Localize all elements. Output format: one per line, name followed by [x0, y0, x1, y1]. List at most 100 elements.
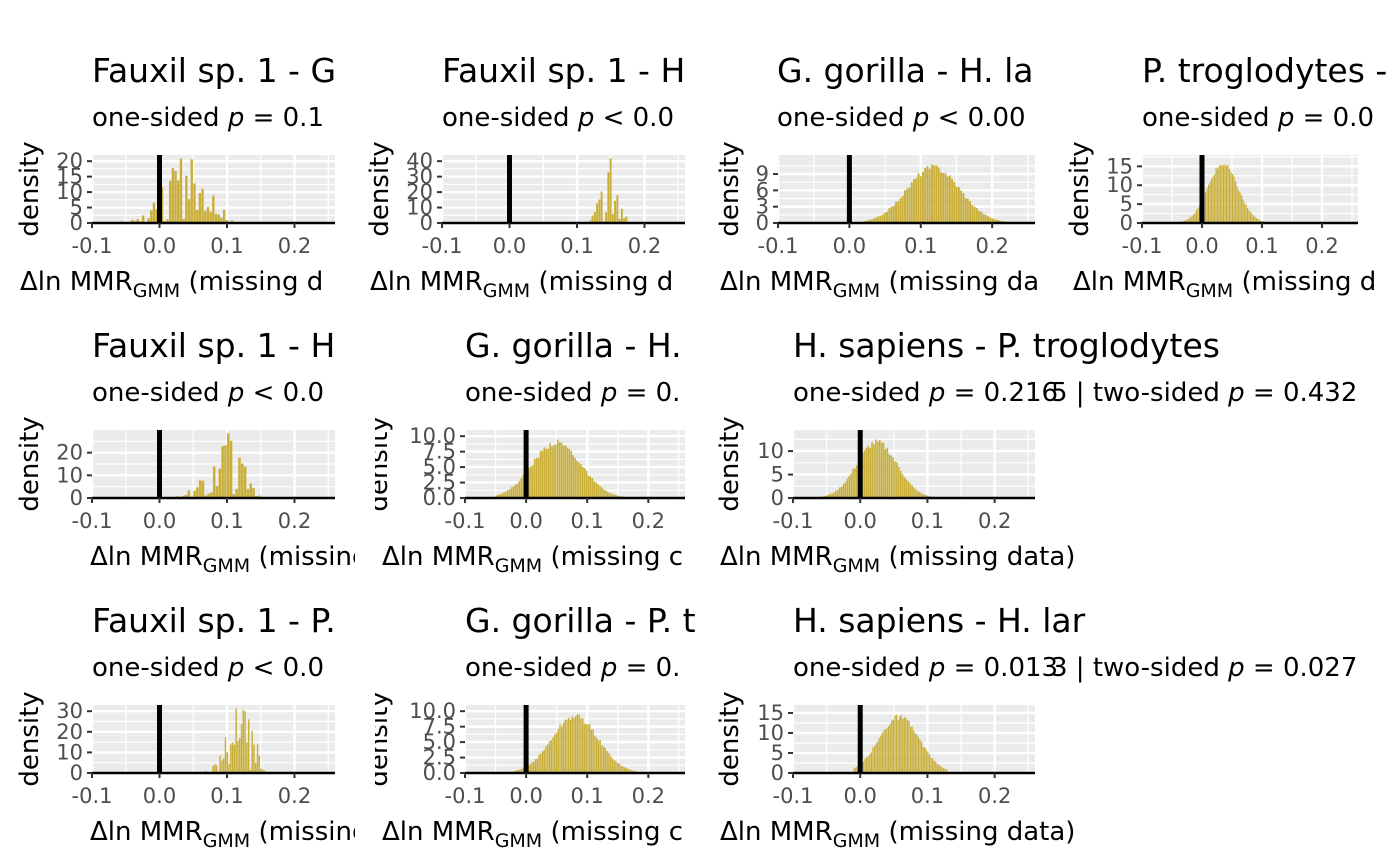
x-tick-label: 0.1	[210, 509, 243, 533]
histogram-bar	[936, 763, 938, 773]
histogram-bar	[888, 208, 891, 223]
histogram-bar	[1196, 209, 1198, 223]
histogram-bar	[868, 220, 871, 223]
histogram-bar	[260, 768, 262, 773]
histogram-bar	[541, 751, 544, 773]
xlabel-suffix: (missing d	[180, 267, 323, 297]
panel-title: P. troglodytes -	[1142, 51, 1387, 90]
xlabel-suffix: (missing d	[250, 542, 355, 572]
histogram-bar	[898, 716, 901, 773]
histogram-bar	[595, 737, 598, 773]
panel-subtitle: one-sided p < 0.0	[442, 103, 674, 133]
histogram-bar	[879, 215, 882, 223]
histogram-bar	[935, 165, 938, 223]
panel-subtitle: one-sided p < 0.00	[777, 103, 1026, 133]
histogram-bar	[853, 768, 855, 773]
histogram-bar	[160, 187, 164, 223]
histogram-bar	[909, 483, 912, 498]
histogram-bar	[1235, 181, 1237, 223]
histogram-bar	[915, 178, 918, 223]
y-tick-label: 0	[771, 761, 784, 785]
histogram-bar	[1242, 199, 1244, 223]
histogram-bar	[209, 211, 212, 223]
x-tick-label: 0.0	[844, 784, 877, 808]
histogram-bar	[903, 477, 906, 498]
histogram-bar	[547, 744, 549, 773]
panel-svg: P. troglodytes - one-sided p = 0.0 -0.1 0.0…	[1065, 51, 1387, 300]
histogram-bar	[882, 442, 885, 498]
panel-subtitle: one-sided p = 0.	[465, 378, 680, 408]
histogram-bar	[928, 754, 931, 773]
histogram-bar	[902, 718, 904, 773]
histogram-bar	[883, 730, 885, 773]
subtitle-prefix: one-sided	[1142, 103, 1278, 133]
histogram-bar	[1209, 181, 1211, 223]
x-axis-label: Δln MMRGMM (missing d	[90, 817, 355, 852]
histogram-bar	[906, 719, 909, 773]
histogram-bar	[1230, 172, 1232, 223]
histogram-bar	[592, 729, 594, 773]
histogram-bar	[497, 494, 500, 498]
histogram-bar	[1217, 168, 1219, 223]
histogram-bar	[842, 483, 845, 498]
histogram-bar	[244, 711, 246, 773]
histogram-bar	[903, 716, 905, 773]
histogram-bar	[873, 746, 876, 773]
histogram-bar	[939, 172, 942, 223]
y-axis-label: density	[1065, 141, 1095, 236]
x-tick-label: -0.1	[72, 784, 113, 808]
histogram-bar	[875, 439, 877, 498]
histogram-bar	[855, 767, 857, 773]
histogram-bar	[890, 206, 893, 223]
xlabel-main: Δln MMR	[382, 817, 495, 847]
histogram-bar	[501, 493, 503, 498]
histogram-bar	[131, 219, 134, 223]
histogram-bar	[201, 480, 205, 498]
x-axis-label: Δln MMRGMM (missing d	[1073, 267, 1376, 300]
histogram-bar	[593, 211, 596, 223]
xlabel-main: Δln MMR	[90, 542, 203, 572]
histogram-bar	[249, 483, 253, 498]
histogram-bar	[230, 744, 232, 773]
histogram-bar	[558, 442, 561, 498]
histogram-bar	[204, 210, 207, 223]
histogram-bar	[580, 718, 582, 773]
histogram-bar	[900, 714, 902, 773]
histogram-panel-5: Fauxil sp. 1 - H one-sided p < 0.0 -0.1 0.0…	[0, 295, 355, 575]
histogram-bar	[877, 441, 879, 498]
histogram-bar	[174, 170, 177, 223]
histogram-bar	[922, 172, 924, 223]
histogram-bar	[571, 716, 573, 773]
panel-title: G. gorilla - H. la	[777, 51, 1033, 90]
histogram-bar	[1239, 192, 1241, 223]
histogram-bar	[623, 218, 626, 223]
panel-title: Fauxil sp. 1 - H	[92, 326, 335, 365]
histogram-bar	[630, 770, 633, 773]
histogram-bar	[171, 168, 175, 223]
histogram-bar	[187, 490, 191, 498]
histogram-panel-3: G. gorilla - H. la one-sided p < 0.00 -0.1…	[705, 0, 1055, 300]
histogram-bar	[926, 166, 929, 223]
histogram-bar	[561, 726, 563, 773]
histogram-bar	[889, 723, 891, 773]
histogram-bar	[873, 444, 875, 498]
histogram-bar	[978, 210, 981, 223]
histogram-bar	[210, 492, 213, 498]
histogram-bar	[869, 754, 871, 773]
histogram-bar	[560, 442, 563, 498]
y-axis-label: density	[15, 141, 45, 236]
subtitle-value: = 0.	[617, 653, 680, 683]
subtitle-p: p	[227, 378, 245, 408]
y-tick-label: 30	[56, 699, 83, 723]
histogram-bar	[515, 770, 518, 773]
histogram-bar	[991, 218, 994, 223]
histogram-bar	[589, 476, 592, 498]
x-axis-label: Δln MMRGMM (missing da	[720, 267, 1039, 300]
histogram-bar	[499, 494, 502, 498]
x-tick-label: 0.1	[1245, 234, 1278, 258]
subtitle-prefix: one-sided	[793, 653, 929, 683]
histogram-bar	[252, 487, 255, 498]
x-axis-label: Δln MMRGMM (missing c	[382, 542, 683, 575]
panel-svg: Fauxil sp. 1 - H one-sided p < 0.0 -0.1 0.0…	[365, 51, 685, 300]
